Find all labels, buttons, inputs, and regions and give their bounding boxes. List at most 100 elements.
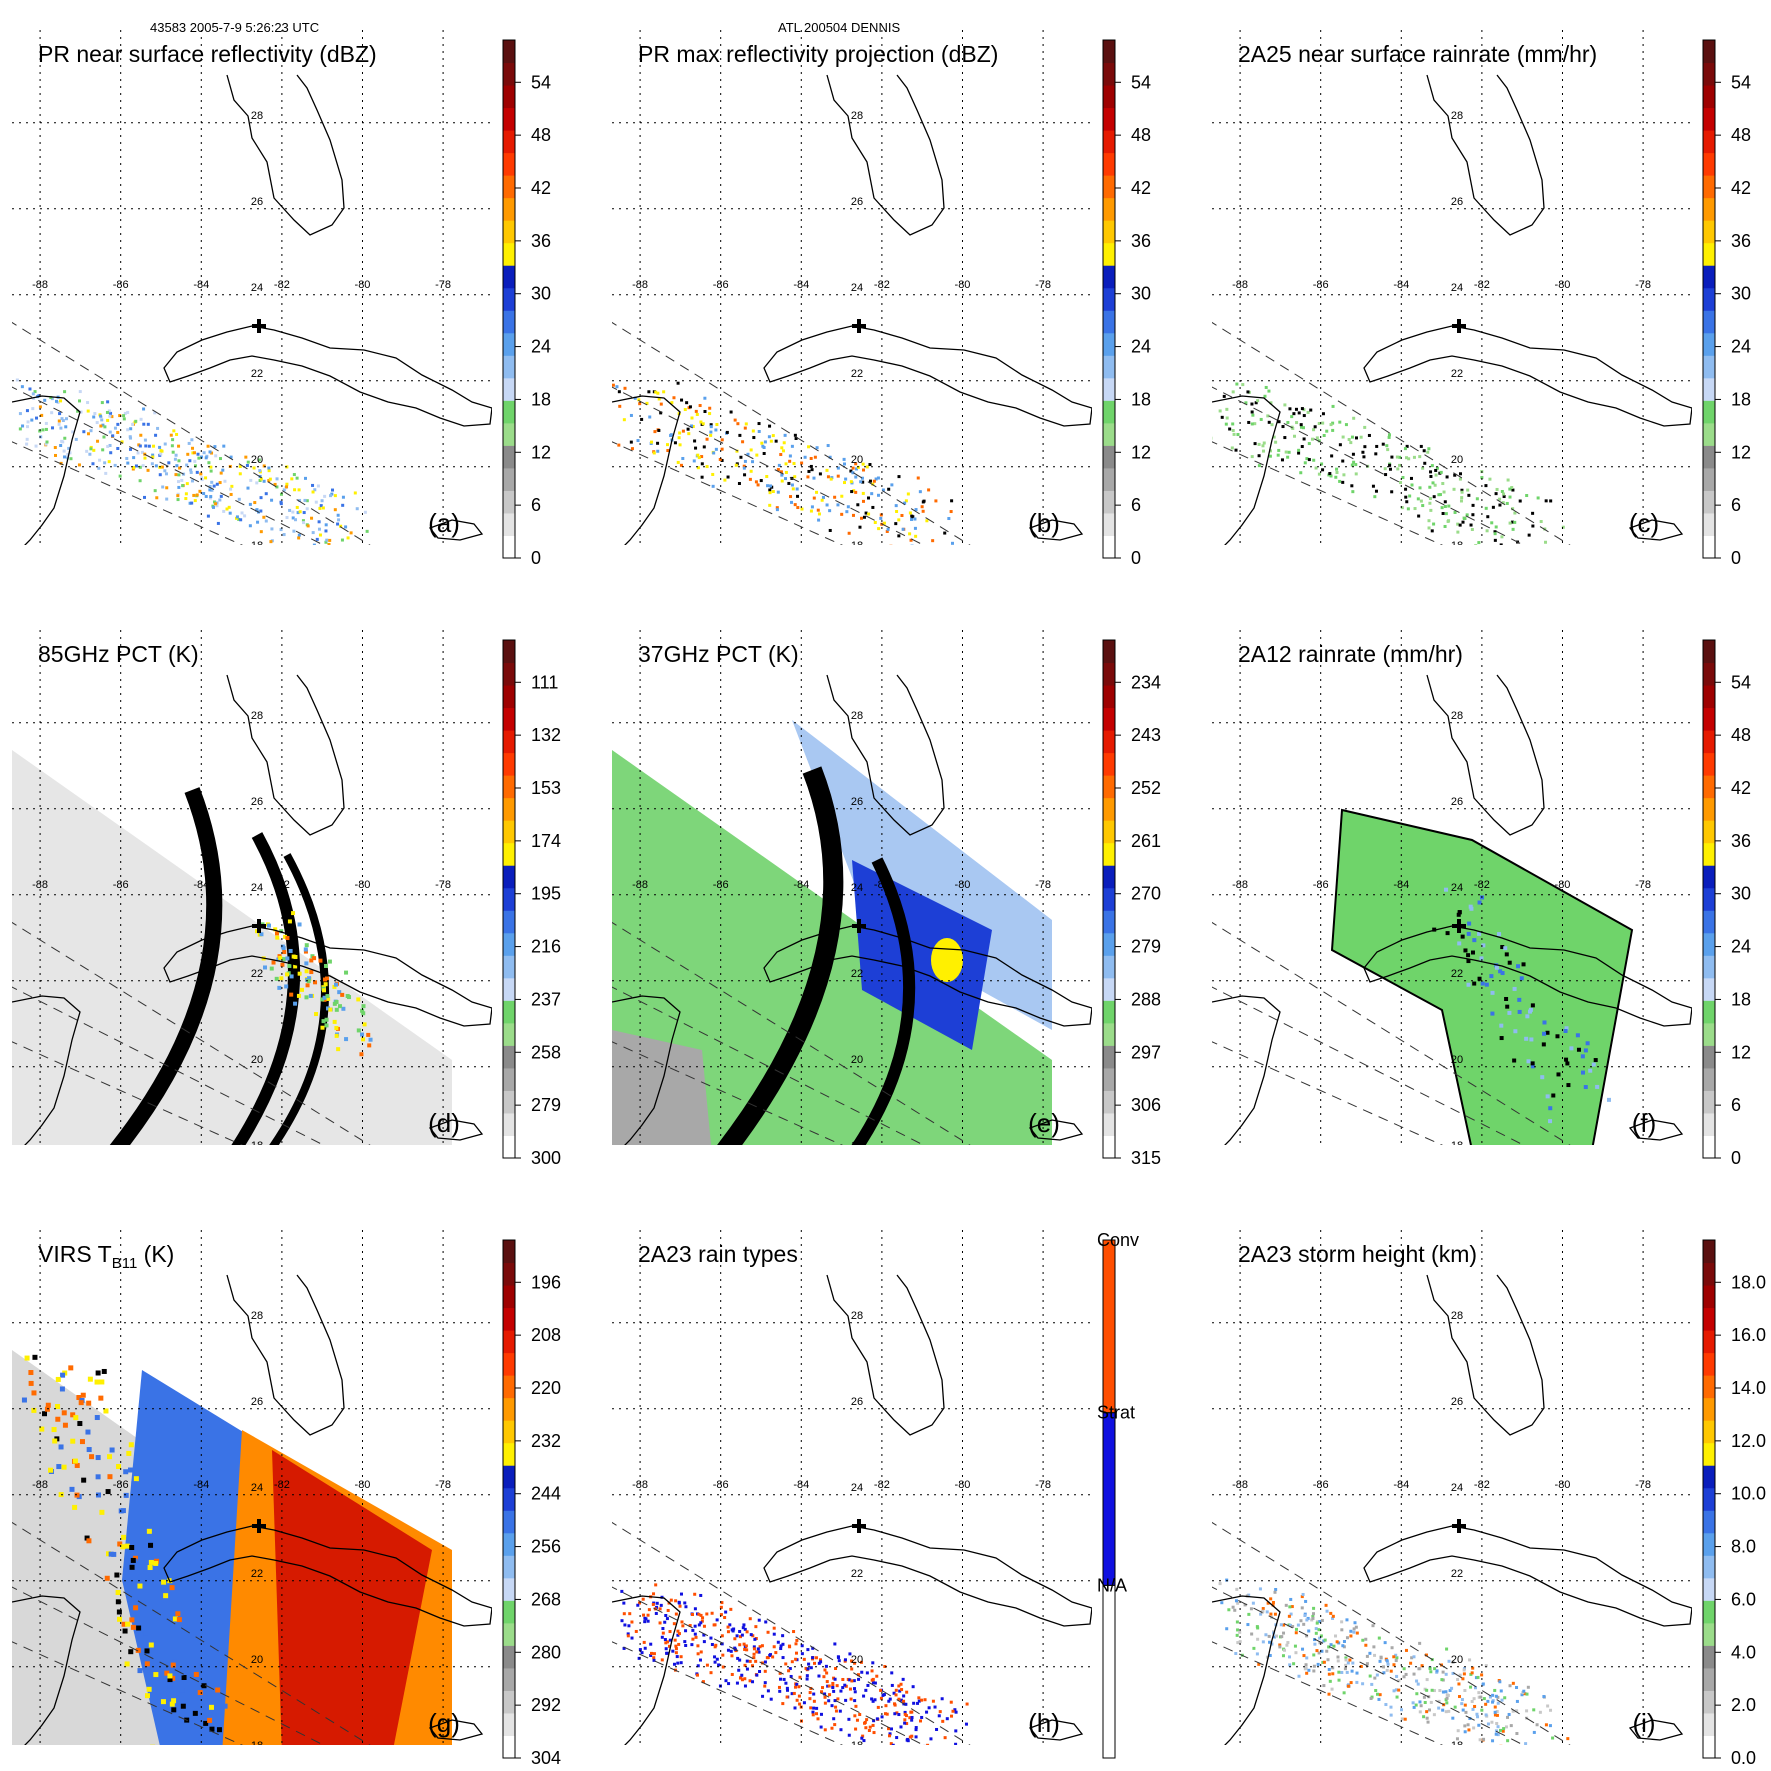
- data-pixel: [1321, 412, 1325, 416]
- data-pixel: [1225, 416, 1229, 420]
- data-pixel: [190, 479, 194, 483]
- data-pixel: [1544, 540, 1548, 544]
- data-pixel: [654, 1611, 658, 1615]
- data-pixel: [755, 1673, 759, 1677]
- data-pixel: [1426, 1720, 1430, 1724]
- data-pixel: [745, 1630, 749, 1634]
- data-pixel: [897, 1697, 901, 1701]
- data-pixel: [1488, 1695, 1492, 1699]
- data-pixel: [311, 531, 315, 535]
- data-pixel: [237, 517, 241, 521]
- data-pixel: [735, 1681, 739, 1685]
- data-pixel: [339, 524, 343, 528]
- colorbar-tick-label: 268: [531, 1589, 561, 1609]
- data-pixel: [622, 1646, 626, 1650]
- data-pixel: [1515, 1699, 1519, 1703]
- data-pixel: [279, 492, 283, 496]
- data-pixel: [1437, 1699, 1441, 1703]
- data-pixel: [1500, 1698, 1504, 1702]
- data-pixel: [1511, 1681, 1515, 1685]
- data-pixel: [1446, 1693, 1450, 1697]
- data-pixel: [709, 430, 713, 434]
- data-pixel: [1469, 1672, 1473, 1676]
- colorbar-segment: [1703, 752, 1715, 776]
- data-pixel: [304, 961, 309, 966]
- colorbar-tick-label: 24: [1131, 337, 1151, 357]
- colorbar-tick-label: 24: [1731, 337, 1751, 357]
- data-pixel: [123, 1492, 129, 1498]
- data-pixel: [188, 501, 192, 505]
- data-pixel: [296, 993, 301, 998]
- data-pixel: [344, 1037, 349, 1042]
- data-pixel: [711, 484, 715, 488]
- data-pixel: [92, 448, 96, 452]
- colorbar-segment: [1703, 910, 1715, 934]
- data-pixel: [700, 1619, 704, 1623]
- data-pixel: [794, 437, 798, 441]
- colorbar-i: 0.02.04.06.08.010.012.014.016.018.0: [1702, 1239, 1766, 1768]
- data-pixel: [951, 1709, 955, 1713]
- data-pixel: [264, 492, 268, 496]
- data-pixel: [332, 1019, 337, 1024]
- colorbar-segment: [1102, 1239, 1116, 1414]
- data-pixel: [73, 1415, 79, 1421]
- data-pixel: [895, 1711, 899, 1715]
- data-pixel: [200, 478, 204, 482]
- data-pixel: [681, 456, 685, 460]
- longitude-label: -86: [713, 279, 729, 291]
- data-pixel: [1420, 1664, 1424, 1668]
- colorbar-segment: [1703, 1712, 1715, 1736]
- colorbar-tick-label: 10.0: [1731, 1484, 1766, 1504]
- data-pixel: [913, 517, 917, 521]
- data-pixel: [1387, 435, 1391, 439]
- longitude-label: -86: [713, 879, 729, 891]
- data-pixel: [287, 919, 292, 924]
- data-pixel: [1443, 500, 1447, 504]
- data-pixel: [622, 418, 626, 422]
- data-pixel: [1274, 1588, 1278, 1592]
- data-pixel: [227, 505, 231, 509]
- colorbar-tick-label: 12: [531, 442, 551, 462]
- data-pixel: [325, 538, 329, 542]
- colorbar-segment: [1703, 707, 1715, 731]
- swath-edge-line: [1212, 1586, 1525, 1745]
- latitude-label: 26: [251, 796, 263, 808]
- data-pixel: [264, 519, 268, 523]
- data-pixel: [302, 511, 306, 515]
- colorbar-tick-label: 48: [531, 125, 551, 145]
- latitude-label: 24: [851, 282, 863, 294]
- data-pixel: [864, 1726, 868, 1730]
- data-pixel: [121, 1534, 127, 1540]
- colorbar-segment: [1103, 797, 1115, 821]
- data-pixel: [714, 447, 718, 451]
- colorbar-segment: [503, 490, 515, 514]
- data-pixel: [903, 1718, 907, 1722]
- scan-gap-arc: [851, 857, 916, 1145]
- data-pixel: [784, 477, 788, 481]
- data-pixel: [111, 434, 115, 438]
- data-pixel: [1502, 1746, 1505, 1749]
- data-pixel: [277, 985, 282, 990]
- colorbar-segment: [1103, 467, 1115, 491]
- data-pixel: [361, 1004, 366, 1009]
- data-pixel: [823, 1695, 827, 1699]
- data-pixel: [927, 1706, 931, 1710]
- data-pixel: [152, 444, 156, 448]
- data-pixel: [240, 511, 244, 515]
- data-pixel: [229, 492, 233, 496]
- data-pixel: [1351, 452, 1355, 456]
- data-pixel: [95, 1492, 101, 1498]
- data-pixel: [779, 470, 783, 474]
- data-pixel: [1480, 476, 1484, 480]
- data-pixel: [1337, 1670, 1341, 1674]
- data-pixel: [1336, 1659, 1340, 1663]
- data-pixel: [139, 433, 143, 437]
- data-pixel: [98, 458, 102, 462]
- data-pixel: [279, 976, 284, 981]
- data-pixel: [1268, 1640, 1272, 1644]
- data-pixel: [295, 549, 298, 552]
- data-pixel: [180, 478, 184, 482]
- data-pixel: [1491, 505, 1495, 509]
- data-pixel: [262, 479, 266, 483]
